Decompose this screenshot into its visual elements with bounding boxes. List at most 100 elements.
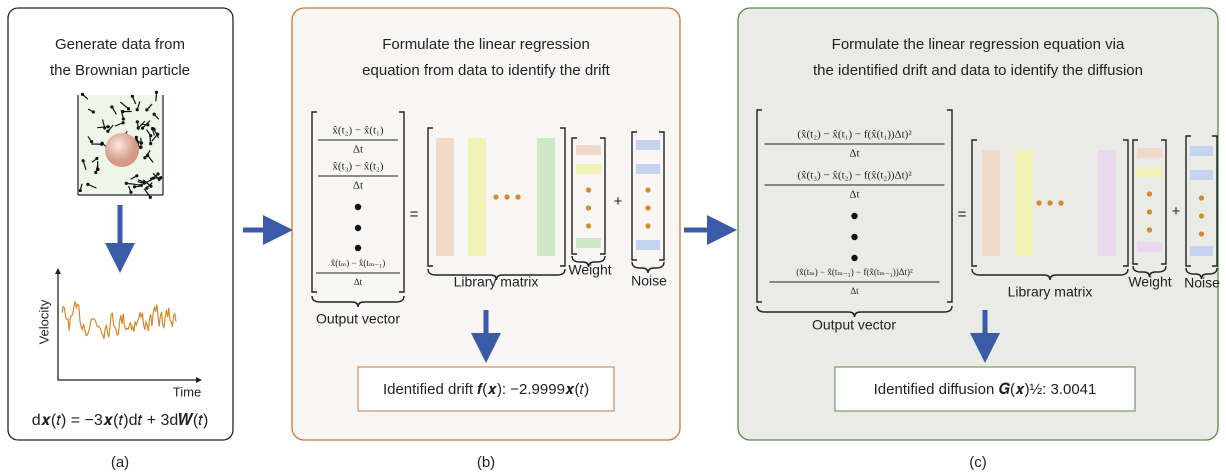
particle-arrow-head [149,196,152,199]
panel-a-title: Generate data from [55,36,185,53]
plus-sign: + [1172,203,1181,220]
weight-entry [576,164,601,174]
particle-arrow-head [107,125,110,128]
ellipsis-dot [851,255,857,261]
y-axis-label: Velocity [36,299,51,344]
ellipsis-dot [851,234,857,240]
panel-caption: (c) [969,454,987,471]
particle-arrow-head [133,185,136,188]
output-vector-label: Output vector [316,311,400,327]
particle-arrow-head [145,108,148,111]
ellipsis-dot [1199,213,1204,218]
weight-label: Weight [568,262,611,278]
ellipsis-dot [1147,209,1152,214]
ellipsis-dot [645,223,650,228]
output-numerator: x̂(tₘ) − x̂(tₘ₋₁) [331,258,386,268]
weight-entry [1137,242,1162,252]
weight-entry [576,238,601,248]
ellipsis-dot [1047,200,1052,205]
panel-a-title: the Brownian particle [50,62,190,79]
library-label: Library matrix [454,274,539,290]
output-vector-label: Output vector [812,317,896,333]
particle-arrow-head [94,171,97,174]
particle-arrow-head [125,182,128,185]
particle-arrow-head [129,191,132,194]
noise-label: Noise [1184,275,1220,291]
output-numerator: (x̂(t₃) − x̂(t₂) − f(x̂(t₂))Δt)² [797,170,912,182]
particle-arrow-head [152,177,155,180]
particle-arrow-head [90,140,93,143]
ellipsis-dot [851,213,857,219]
ellipsis-dot [355,245,361,251]
particle-arrow-head [131,95,134,98]
panel-c-title: Formulate the linear regression equation… [832,36,1125,53]
panel-c-title: the identified drift and data to identif… [813,62,1143,79]
particle-arrow-head [143,156,146,159]
ellipsis-dot [504,194,509,199]
ellipsis-dot [586,187,591,192]
particle-arrow-head [155,91,158,94]
library-column [982,150,1000,256]
particle-arrow-head [122,121,125,124]
ellipsis-dot [645,187,650,192]
sde-equation: d𝒙(𝑡) = −3𝒙(𝑡)d𝑡 + 3d𝑾(𝑡) [32,412,209,429]
ellipsis-dot [493,194,498,199]
figure: Generate data from the Brownian particle… [0,0,1226,475]
particle-arrow-head [81,93,84,96]
noise-entry [636,164,660,174]
noise-label: Noise [631,273,667,289]
particle-arrow-head [92,110,95,113]
ellipsis-dot [586,205,591,210]
brownian-particle [105,133,139,167]
particle-arrow-head [149,185,152,188]
weight-entry [1137,167,1162,177]
noise-entry [636,140,660,150]
equals-sign: = [410,206,419,223]
particle-arrow-head [122,117,125,120]
drift-result: Identified drift 𝒇(𝒙): −2.9999𝒙(𝑡) [383,381,589,398]
output-numerator: x̂(t₃) − x̂(t₂) [332,161,383,173]
particle-arrow-head [96,168,99,171]
ellipsis-dot [1147,227,1152,232]
library-column [468,138,486,256]
output-numerator: (x̂(t₂) − x̂(t₁) − f(x̂(t₁))Δt)² [797,129,912,141]
particle-arrow-head [86,183,89,186]
particle-arrow-head [145,186,148,189]
output-denominator: Δt [353,180,363,192]
noise-entry [1190,170,1213,180]
ellipsis-dot [1199,195,1204,200]
output-denominator: Δt [849,148,859,160]
particle-arrow-head [149,142,152,145]
particle-arrow-head [106,130,109,133]
panel-caption: (b) [477,454,495,471]
noise-entry [1190,246,1213,256]
noise-entry [636,240,660,250]
panel-b-title: Formulate the linear regression [382,36,590,53]
particle-arrow-head [152,128,155,131]
output-denominator: Δt [849,189,859,201]
particle-arrow-head [79,189,82,192]
ellipsis-dot [1199,231,1204,236]
weight-entry [1137,148,1162,158]
library-column [1015,150,1033,256]
output-denominator: Δt [353,144,363,156]
weight-label: Weight [1128,274,1171,290]
diffusion-result: Identified diffusion 𝑮(𝒙)½: 3.0041 [874,381,1097,398]
library-column [1098,150,1116,256]
equals-sign: = [958,206,967,223]
particle-arrow-head [135,136,138,139]
ellipsis-dot [645,205,650,210]
particle-arrow-head [95,157,98,160]
particle-arrow-head [156,172,159,175]
panel-caption: (a) [111,454,129,471]
noise-entry [1190,146,1213,156]
ellipsis-dot [586,223,591,228]
output-numerator: (x̂(tₘ) − x̂(tₘ₋₁) − f(x̂(tₘ₋₁))Δt)² [796,267,913,277]
output-denominator: Δt [850,286,859,296]
output-denominator: Δt [354,277,363,287]
particle-arrow-head [141,126,144,129]
ellipsis-dot [1147,191,1152,196]
x-axis-label: Time [173,384,201,399]
particle-arrow-head [143,182,146,185]
ellipsis-dot [1058,200,1063,205]
